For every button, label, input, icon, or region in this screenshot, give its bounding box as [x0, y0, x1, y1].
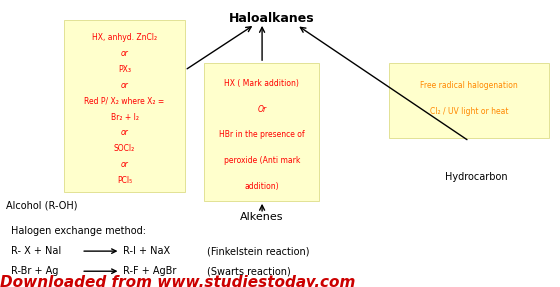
Text: addition): addition) — [245, 182, 279, 191]
Text: Br₂ + I₂: Br₂ + I₂ — [111, 113, 139, 121]
Text: Haloalkanes: Haloalkanes — [229, 12, 314, 25]
Text: or: or — [121, 49, 128, 58]
Text: (Swarts reaction): (Swarts reaction) — [207, 266, 291, 276]
Text: Hydrocarbon: Hydrocarbon — [445, 172, 507, 181]
Text: HX, anhyd. ZnCl₂: HX, anhyd. ZnCl₂ — [92, 33, 157, 42]
Text: Downloaded from www.studiestoday.com: Downloaded from www.studiestoday.com — [0, 275, 356, 287]
Text: (Finkelstein reaction): (Finkelstein reaction) — [207, 246, 310, 256]
Text: HBr in the presence of: HBr in the presence of — [219, 130, 305, 139]
Text: R- X + NaI: R- X + NaI — [11, 246, 62, 256]
Text: Alcohol (R-OH): Alcohol (R-OH) — [6, 200, 78, 210]
Text: Free radical halogenation: Free radical halogenation — [420, 81, 518, 90]
Text: or: or — [121, 129, 128, 137]
Text: or: or — [121, 81, 128, 90]
Text: Alkenes: Alkenes — [240, 212, 284, 222]
Text: or: or — [121, 160, 128, 169]
FancyBboxPatch shape — [204, 63, 319, 201]
Text: R-I + NaX: R-I + NaX — [123, 246, 170, 256]
Text: PCl₅: PCl₅ — [117, 176, 132, 185]
FancyBboxPatch shape — [389, 63, 549, 138]
Text: HX ( Mark addition): HX ( Mark addition) — [225, 79, 299, 88]
Text: Cl₂ / UV light or heat: Cl₂ / UV light or heat — [430, 107, 508, 116]
Text: R-F + AgBr: R-F + AgBr — [123, 266, 176, 276]
Text: PX₃: PX₃ — [118, 65, 131, 74]
Text: R-Br + Ag: R-Br + Ag — [11, 266, 59, 276]
Text: Red P/ X₂ where X₂ =: Red P/ X₂ where X₂ = — [85, 97, 165, 106]
Text: SOCl₂: SOCl₂ — [114, 144, 135, 154]
Text: peroxide (Anti mark: peroxide (Anti mark — [223, 156, 300, 165]
Text: Or: Or — [257, 104, 267, 114]
FancyBboxPatch shape — [64, 20, 185, 192]
Text: Halogen exchange method:: Halogen exchange method: — [11, 226, 146, 236]
